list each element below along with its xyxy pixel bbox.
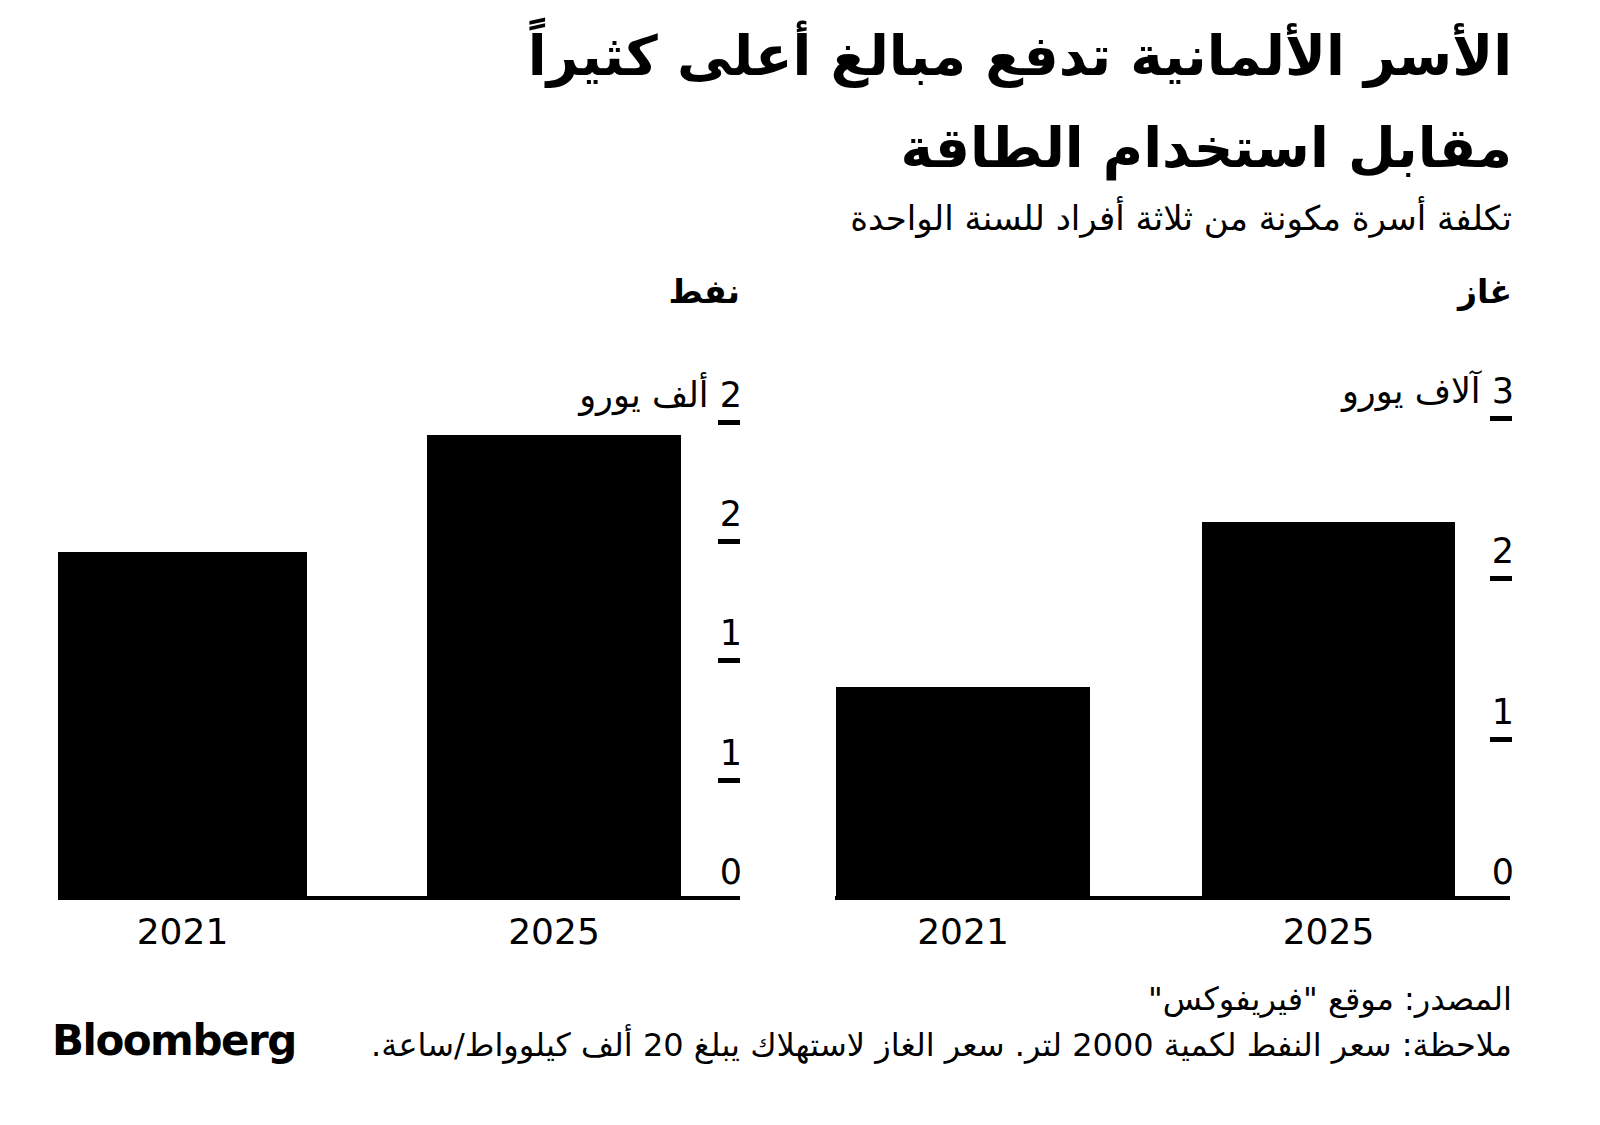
- y-tick-dash: [1490, 416, 1512, 421]
- y-tick-label: 0: [1492, 854, 1514, 890]
- bloomberg-logo: Bloomberg: [52, 1016, 296, 1065]
- source-note: المصدر: موقع "فيريفوكس": [1148, 980, 1512, 1018]
- bar: [1202, 522, 1455, 900]
- chart-figure: الأسر الألمانية تدفع مبالغ أعلى كثيراً م…: [0, 0, 1600, 1125]
- y-tick-dash: [1490, 576, 1512, 581]
- x-axis-label: 2025: [1249, 911, 1409, 952]
- y-tick-label: 1: [1492, 694, 1514, 730]
- y-tick-dash: [1490, 737, 1512, 742]
- y-tick-label: 3 آلاف يورو: [1342, 373, 1514, 409]
- y-tick-label: 2: [1492, 533, 1514, 569]
- methodology-note: ملاحظة: سعر النفط لكمية 2000 لتر. سعر ال…: [371, 1026, 1512, 1064]
- x-axis-label: 2021: [883, 911, 1043, 952]
- bar: [836, 687, 1090, 900]
- gas-chart: 2021 2025 3 آلاف يورو 2 1 0: [0, 0, 1600, 1125]
